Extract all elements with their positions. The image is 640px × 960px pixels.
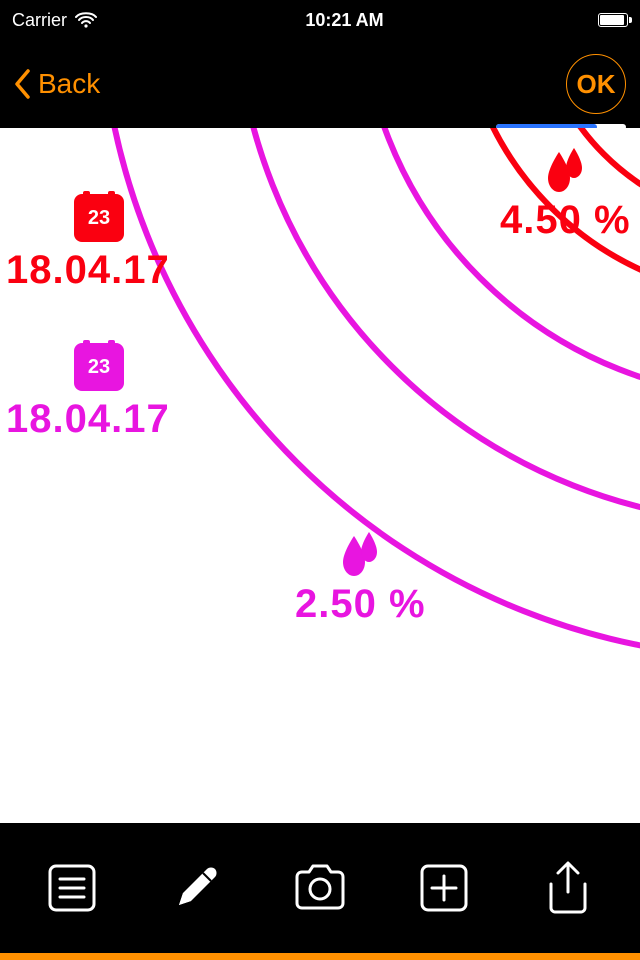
plus-square-icon bbox=[417, 861, 471, 915]
share-button[interactable] bbox=[533, 853, 603, 923]
pencil-icon bbox=[169, 861, 223, 915]
date-annotation-2[interactable]: 23 18.04.17 bbox=[6, 343, 170, 442]
camera-icon bbox=[291, 861, 349, 915]
bottom-accent-stripe bbox=[0, 953, 640, 960]
drop-icon bbox=[541, 146, 589, 194]
calendar-icon: 23 bbox=[74, 194, 124, 242]
calendar-icon: 23 bbox=[74, 343, 124, 391]
date-text: 18.04.17 bbox=[6, 397, 170, 442]
chevron-left-icon bbox=[14, 69, 32, 99]
pencil-button[interactable] bbox=[161, 853, 231, 923]
status-time: 10:21 AM bbox=[305, 10, 383, 31]
back-label: Back bbox=[38, 68, 100, 100]
list-button[interactable] bbox=[37, 853, 107, 923]
back-button[interactable]: Back bbox=[14, 68, 100, 100]
share-icon bbox=[541, 858, 595, 918]
bottom-toolbar bbox=[0, 823, 640, 953]
status-right bbox=[592, 13, 628, 27]
percentage-text: 4.50 % bbox=[500, 198, 631, 243]
nav-bar: Back OK bbox=[0, 40, 640, 128]
camera-button[interactable] bbox=[285, 853, 355, 923]
status-bar: Carrier 10:21 AM bbox=[0, 0, 640, 40]
add-button[interactable] bbox=[409, 853, 479, 923]
date-text: 18.04.17 bbox=[6, 248, 170, 293]
battery-icon bbox=[598, 13, 628, 27]
list-icon bbox=[45, 861, 99, 915]
ok-label: OK bbox=[577, 69, 616, 100]
ok-button[interactable]: OK bbox=[566, 54, 626, 114]
date-annotation-1[interactable]: 23 18.04.17 bbox=[6, 194, 170, 293]
drop-icon bbox=[336, 530, 384, 578]
status-left: Carrier bbox=[12, 10, 97, 31]
moisture-annotation-1[interactable]: 4.50 % bbox=[500, 146, 631, 243]
calendar-day: 23 bbox=[88, 207, 110, 230]
carrier-label: Carrier bbox=[12, 10, 67, 31]
wifi-icon bbox=[75, 12, 97, 28]
drawing-canvas[interactable]: 23 18.04.17 23 18.04.17 4.50 % 2.50 % bbox=[0, 128, 640, 823]
calendar-day: 23 bbox=[88, 356, 110, 379]
percentage-text: 2.50 % bbox=[295, 582, 426, 627]
moisture-annotation-2[interactable]: 2.50 % bbox=[295, 530, 426, 627]
